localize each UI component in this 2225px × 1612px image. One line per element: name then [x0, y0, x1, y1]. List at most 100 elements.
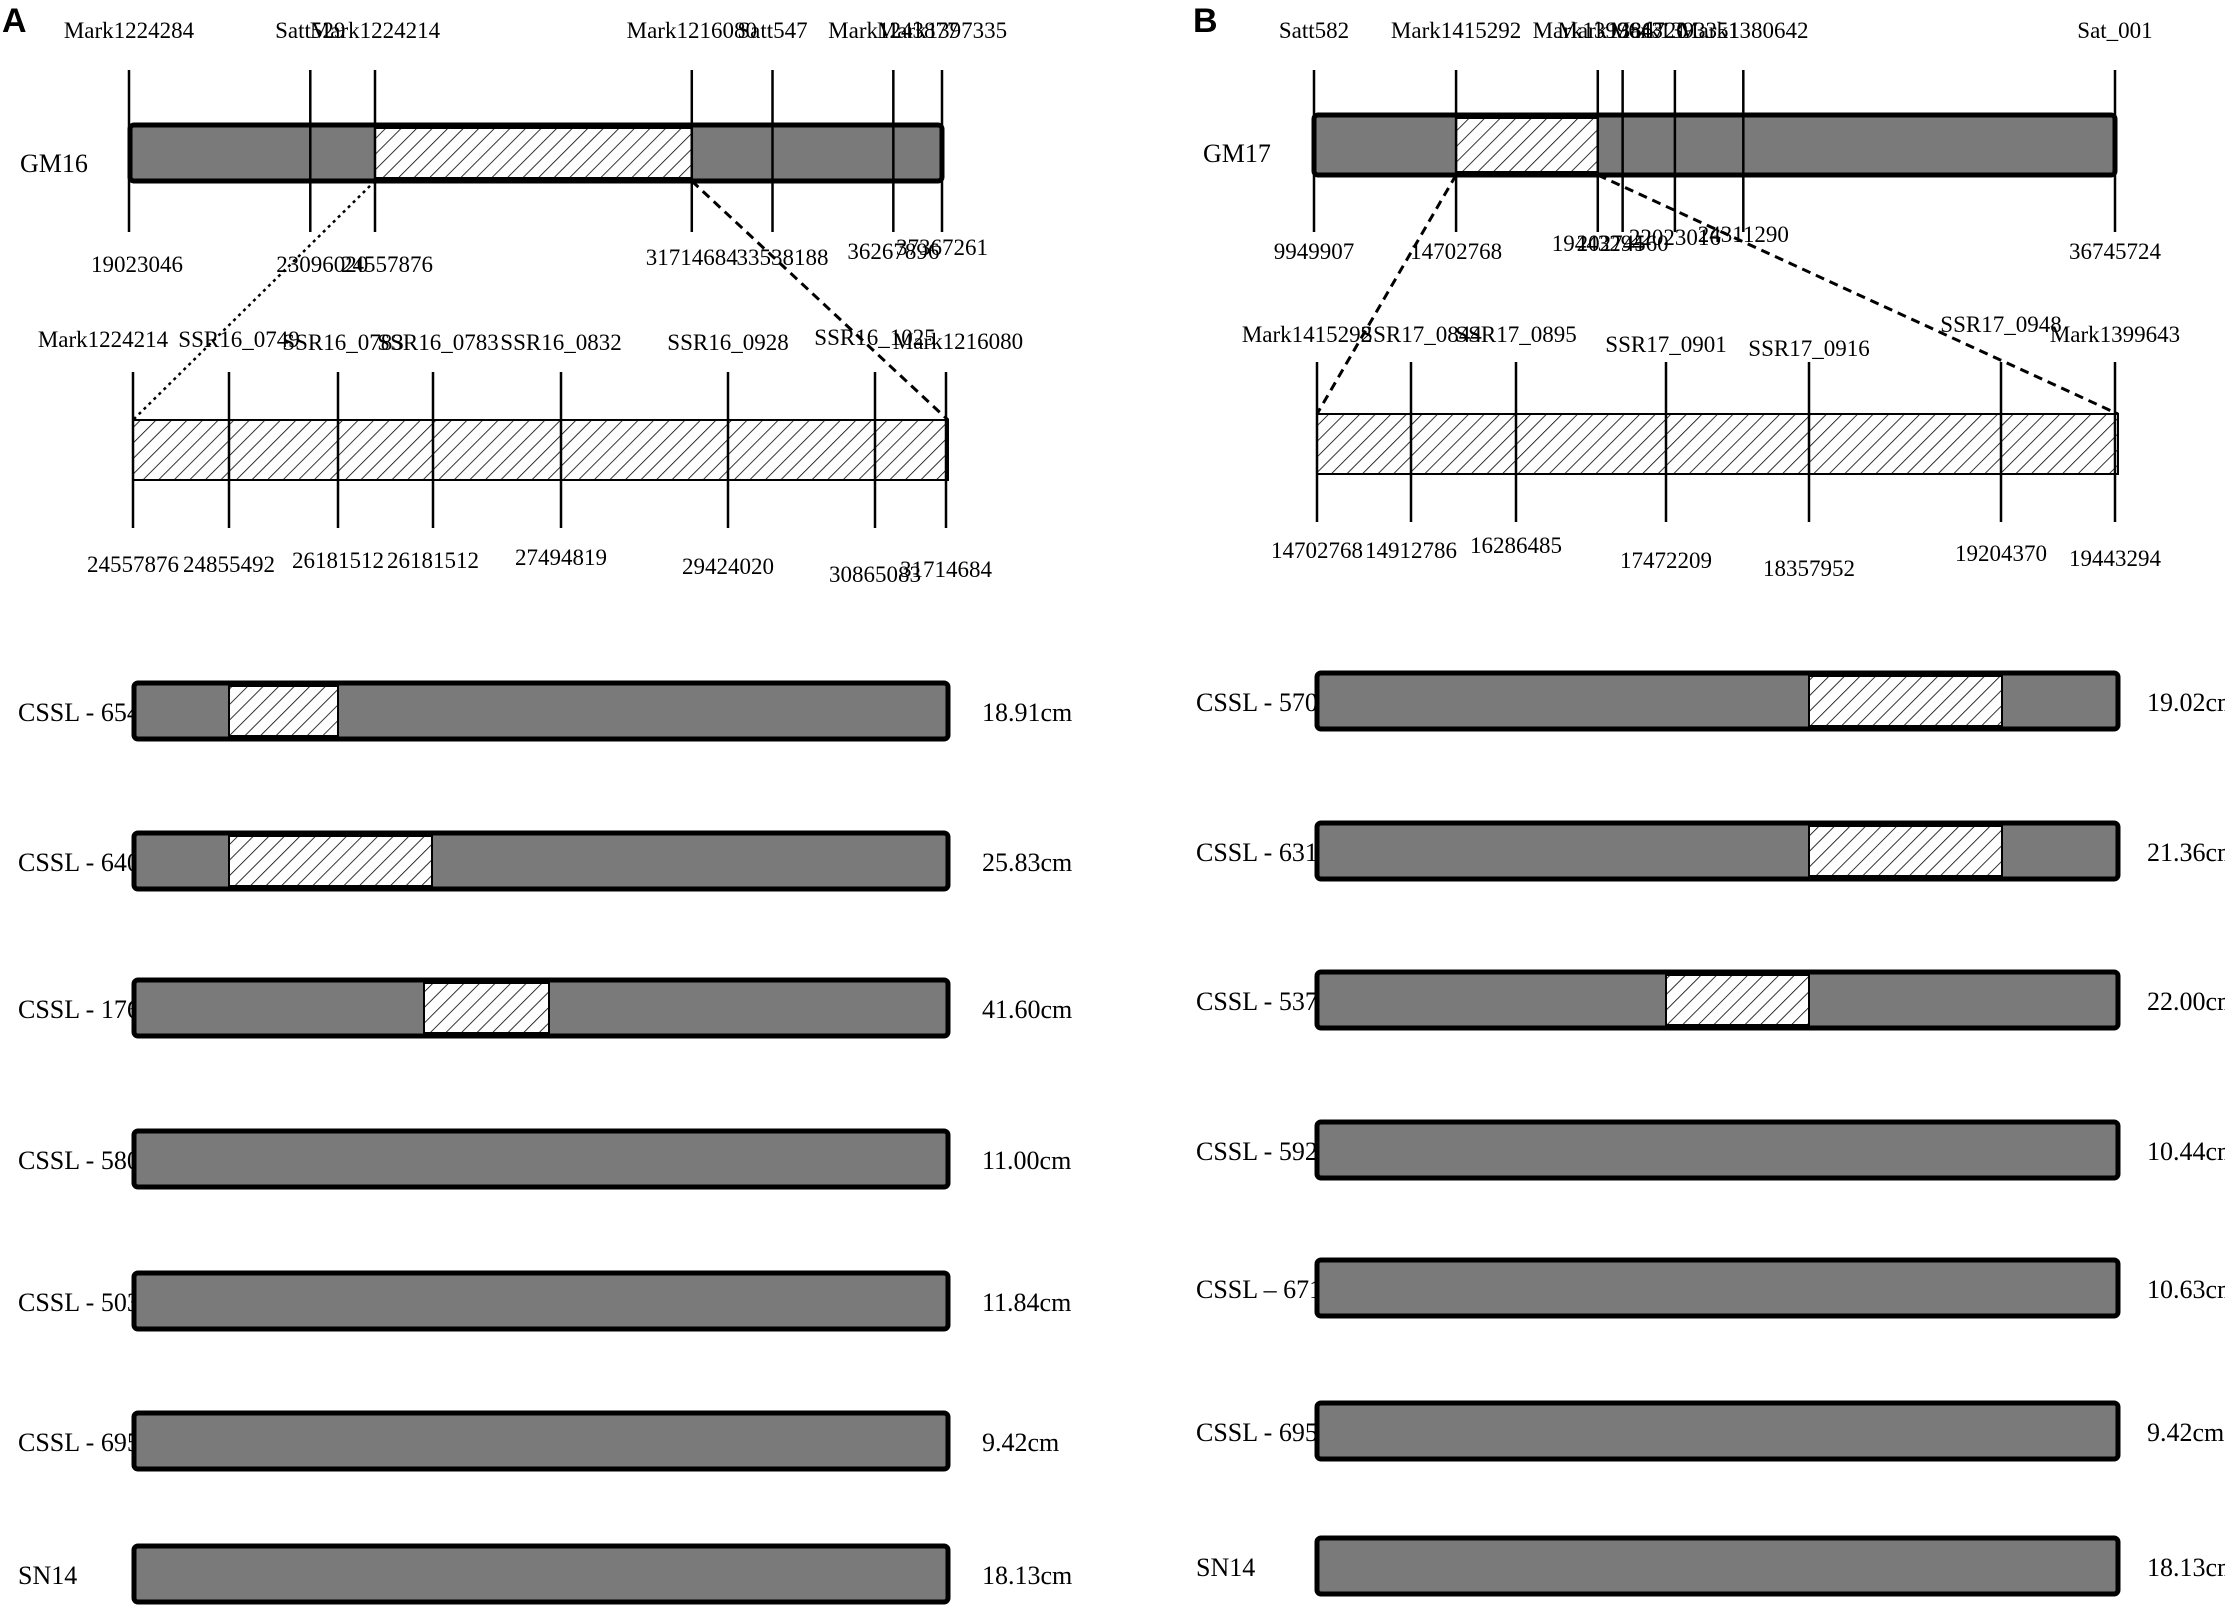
detail-marker-position: 19204370 — [1955, 541, 2047, 566]
line-name: CSSL - 695 — [18, 1428, 140, 1457]
detail-marker-name: SSR17_0895 — [1455, 322, 1576, 347]
line-name: CSSL - 654 — [18, 698, 140, 727]
zoom-line-right — [1597, 173, 2119, 416]
marker-position: 36267896 — [847, 239, 939, 264]
detail-marker-name: SSR16_0783 — [282, 330, 403, 355]
detail-marker-position: 14702768 — [1271, 538, 1363, 563]
line-length: 18.13cm — [2147, 1553, 2225, 1582]
detail-marker-position: 27494819 — [515, 545, 607, 570]
marker-position: 20274560 — [1577, 231, 1669, 256]
line-length: 9.42cm — [982, 1428, 1059, 1457]
line-length: 18.91cm — [982, 698, 1072, 727]
line-name: CSSL – 671 — [1196, 1275, 1322, 1304]
marker-position: 36745724 — [2069, 239, 2162, 264]
line-length: 21.36cm — [2147, 838, 2225, 867]
marker-name: Mark1393351 — [1610, 18, 1740, 43]
line-name: SN14 — [1196, 1553, 1255, 1582]
line-length: 10.63cm — [2147, 1275, 2225, 1304]
panel-a-chromosome-label: GM16 — [20, 149, 88, 178]
line-length: 11.84cm — [982, 1288, 1071, 1317]
marker-position: 14702768 — [1410, 239, 1502, 264]
marker-name: Mark1243877 — [828, 18, 958, 43]
detail-marker-position: 30865083 — [829, 562, 921, 587]
line-chromosome-bar — [1314, 1119, 2121, 1181]
line-name: CSSL - 580 — [18, 1146, 140, 1175]
line-length: 19.02cm — [2147, 688, 2225, 717]
detail-marker-name: SSR16_1025 — [814, 325, 935, 350]
marker-position: 19023046 — [91, 252, 183, 277]
detail-marker-name: SSR17_0948 — [1940, 312, 2061, 337]
zoom-line-left — [1315, 174, 1458, 415]
detail-marker-name: SSR17_0844 — [1360, 322, 1482, 347]
line-length: 11.00cm — [982, 1146, 1071, 1175]
detail-marker-name: Mark1224214 — [38, 327, 169, 352]
marker-position: 24557876 — [341, 252, 433, 277]
line-length: 22.00cm — [2147, 987, 2225, 1016]
line-name: CSSL - 592 — [1196, 1137, 1318, 1166]
panel-b-lines: CSSL - 570 19.02cm CSSL - 631 21.36cm CSSL -… — [1196, 670, 2225, 1597]
panel-a-zoom-lines — [132, 179, 950, 422]
detail-marker-name: Mark1399643 — [2050, 322, 2180, 347]
line-introgression-segment — [228, 835, 433, 887]
panel-a-letter: A — [2, 2, 27, 40]
line-name: CSSL - 640 — [18, 848, 140, 877]
zoom-line-left — [132, 180, 376, 421]
detail-marker-position: 29424020 — [682, 554, 774, 579]
detail-marker-name: SSR16_0832 — [500, 330, 621, 355]
panel-a-detail: Mark1224214 24557876 SSR16_0749 24855492 SSR… — [38, 325, 1023, 587]
marker-name: Satt582 — [1279, 18, 1349, 43]
detail-marker-position: 19443294 — [2069, 546, 2162, 571]
line-introgression-segment — [1665, 974, 1810, 1026]
line-length: 10.44cm — [2147, 1137, 2225, 1166]
line-name: CSSL - 631 — [1196, 838, 1318, 867]
line-chromosome-bar — [1314, 1257, 2121, 1319]
marker-name: Mark1224284 — [64, 18, 195, 43]
detail-marker-name: SSR16_0749 — [178, 327, 299, 352]
marker-position: 31714684 — [646, 245, 739, 270]
line-name: SN14 — [18, 1561, 77, 1590]
line-name: CSSL - 503 — [18, 1288, 140, 1317]
line-chromosome-bar — [131, 1410, 951, 1472]
panel-a-lines: CSSL - 654 18.91cm CSSL - 640 25.83cm CSSL -… — [18, 680, 1072, 1605]
detail-segment-bar — [1316, 413, 2119, 475]
line-length: 9.42cm — [2147, 1418, 2224, 1447]
detail-marker-name: SSR17_0916 — [1748, 336, 1869, 361]
marker-position: 37367261 — [896, 235, 988, 260]
marker-name: Mark1415292 — [1391, 18, 1521, 43]
marker-name: Mark1224214 — [310, 18, 441, 43]
marker-name: Sat_001 — [2077, 18, 2152, 43]
detail-marker-name: SSR16_0783 — [377, 330, 498, 355]
marker-name: Mark1397335 — [877, 18, 1007, 43]
detail-marker-position: 26181512 — [292, 548, 384, 573]
detail-marker-name: SSR17_0901 — [1605, 332, 1726, 357]
line-introgression-segment — [1808, 825, 2003, 877]
introgression-segment — [1455, 117, 1599, 173]
marker-position: 19443294 — [1552, 231, 1645, 256]
detail-marker-name: SSR16_0928 — [667, 330, 788, 355]
detail-marker-position: 24557876 — [87, 552, 179, 577]
line-name: CSSL - 695 — [1196, 1418, 1318, 1447]
panel-b: B GM17 Satt582 9949907 Mark1415292 14702768… — [1193, 2, 2225, 1597]
detail-marker-position: 17472209 — [1620, 548, 1712, 573]
marker-position: 9949907 — [1274, 239, 1355, 264]
zoom-line-right — [690, 179, 950, 422]
marker-position: 22023016 — [1629, 225, 1721, 250]
line-name: CSSL - 537 — [1196, 987, 1318, 1016]
line-length: 41.60cm — [982, 995, 1072, 1024]
detail-marker-name: Mark1216080 — [893, 329, 1023, 354]
line-introgression-segment — [1808, 675, 2003, 727]
chromosome-bar — [1311, 112, 2118, 178]
detail-marker-position: 16286485 — [1470, 533, 1562, 558]
detail-marker-position: 26181512 — [387, 548, 479, 573]
line-introgression-segment — [228, 685, 339, 737]
panel-b-overview: Satt582 9949907 Mark1415292 14702768 Mark139… — [1274, 18, 2162, 264]
marker-name: Mark1386720 — [1557, 18, 1687, 43]
detail-segment-bar — [132, 419, 949, 481]
marker-name: Satt529 — [275, 18, 345, 43]
panel-a: A GM16 Mark1224284 19023046 Satt529 2309602… — [2, 2, 1072, 1605]
detail-marker-position: 24855492 — [183, 552, 275, 577]
line-chromosome-bar — [131, 1543, 951, 1605]
line-name: CSSL - 1760 — [18, 995, 153, 1024]
panel-b-detail: Mark1415292 14702768 SSR17_0844 14912786 SSR… — [1242, 312, 2180, 581]
